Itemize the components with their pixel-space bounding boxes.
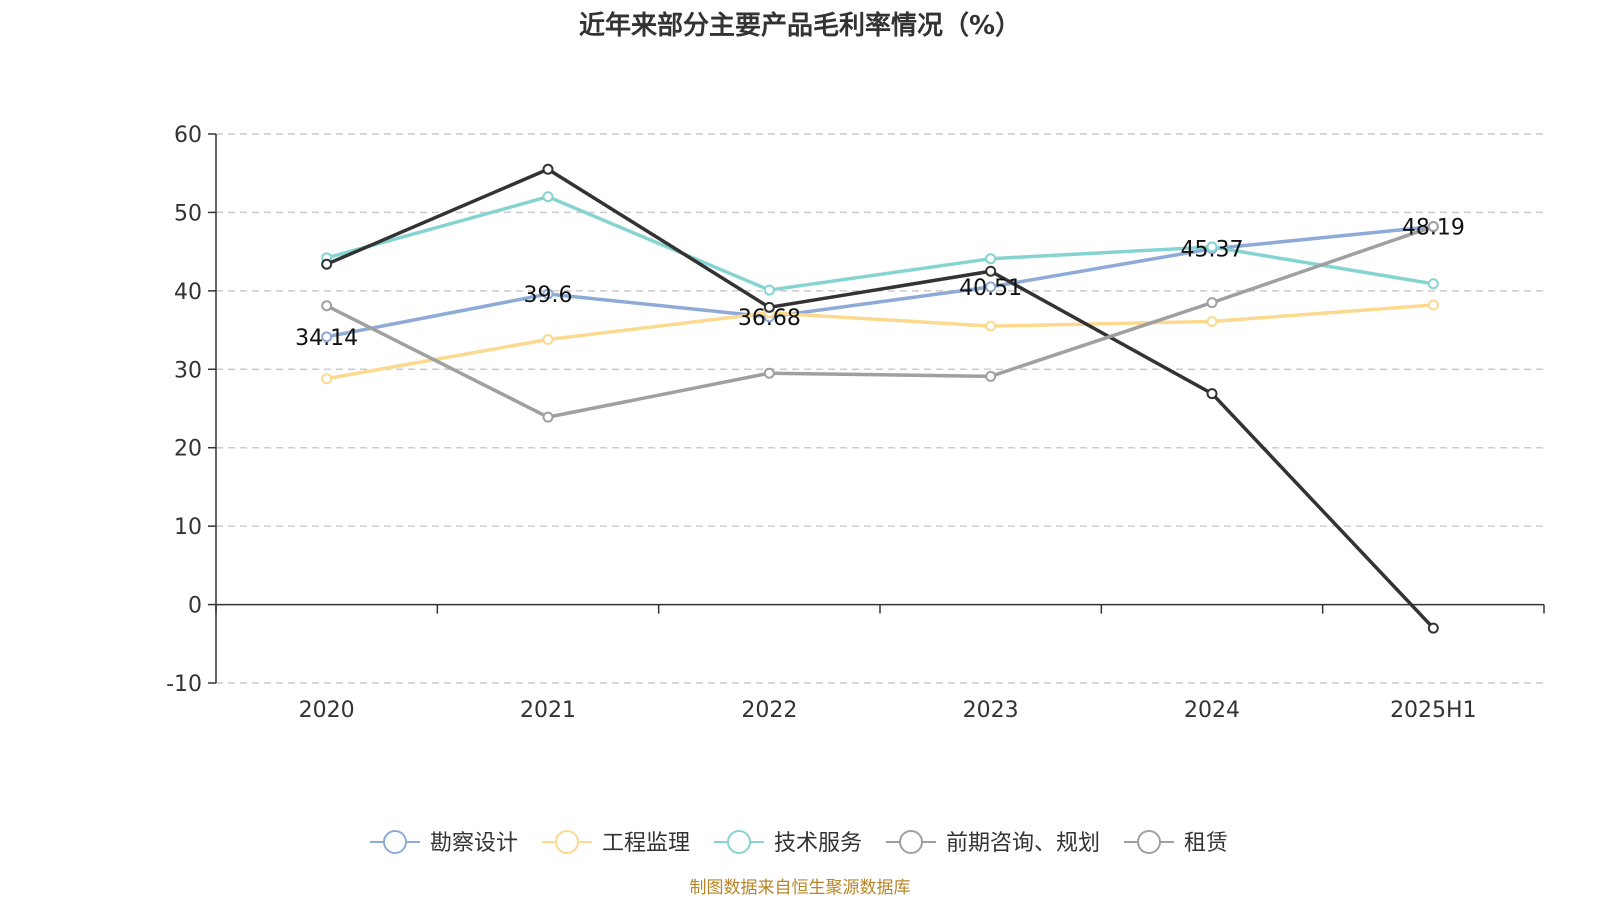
series-line-5	[325, 224, 1434, 419]
data-point	[542, 191, 554, 203]
data-point	[1206, 315, 1218, 327]
y-tick-label: 0	[188, 594, 202, 619]
x-axis-ticks: 2020 2021 2022 2023 2024 2025H1	[299, 698, 1477, 723]
data-point	[985, 253, 997, 265]
source-note: 制图数据来自恒生聚源数据库	[690, 878, 911, 898]
series-line-1	[326, 224, 1434, 339]
y-tick-label: 60	[174, 123, 202, 148]
data-point	[321, 300, 333, 312]
legend: 勘察设计 工程监理 技术服务 前期咨询、规划 租赁	[370, 830, 1228, 856]
y-tick-label: 30	[174, 358, 202, 383]
y-tick-label: 40	[174, 280, 202, 305]
y-tick-label: 50	[174, 201, 202, 226]
data-point	[321, 373, 333, 385]
axes	[215, 134, 1545, 683]
x-tick-label: 2020	[299, 698, 355, 723]
grid-lines	[216, 133, 1544, 684]
data-point	[763, 301, 775, 313]
legend-label: 勘察设计	[430, 831, 518, 856]
chart-title: 近年来部分主要产品毛利率情况（%）	[579, 10, 1021, 41]
series-line-3	[326, 194, 1434, 292]
legend-label: 前期咨询、规划	[946, 831, 1100, 856]
data-point	[985, 265, 997, 277]
data-point	[1206, 241, 1218, 253]
data-point	[1427, 221, 1439, 233]
y-axis-ticks: -10 0 10 20 30 40 50 60	[166, 123, 216, 697]
data-labels: 34.14 39.6 36.68 40.51 45.37 48.19	[295, 216, 1465, 351]
series-line-2	[326, 303, 1434, 381]
data-point	[763, 367, 775, 379]
legend-label: 工程监理	[602, 831, 690, 856]
data-label: 48.19	[1402, 216, 1465, 241]
data-point	[763, 284, 775, 296]
x-tick-label: 2024	[1184, 698, 1240, 723]
data-point	[321, 258, 333, 270]
data-point	[1427, 278, 1439, 290]
data-label: 45.37	[1181, 238, 1244, 263]
data-label: 34.14	[295, 326, 358, 351]
data-point	[985, 370, 997, 382]
legend-swatch-circle	[727, 830, 751, 854]
data-point	[985, 320, 997, 332]
legend-swatch-circle	[1137, 830, 1161, 854]
y-tick-label: -10	[166, 672, 202, 697]
x-tick-label: 2022	[741, 698, 797, 723]
series-lines	[321, 163, 1439, 634]
data-label: 39.6	[524, 283, 573, 308]
data-point	[1206, 388, 1218, 400]
y-tick-label: 10	[174, 515, 202, 540]
legend-label: 技术服务	[774, 831, 862, 856]
data-point	[321, 331, 333, 343]
legend-swatch-circle	[899, 830, 923, 854]
x-tick-label: 2023	[963, 698, 1019, 723]
data-point	[985, 281, 997, 293]
data-point	[542, 163, 554, 175]
x-tick-label: 2025H1	[1390, 698, 1477, 723]
y-tick-label: 20	[174, 437, 202, 462]
legend-label: 租赁	[1184, 831, 1228, 856]
data-point	[1427, 299, 1439, 311]
data-point	[542, 333, 554, 345]
data-point	[542, 411, 554, 423]
data-point	[1206, 297, 1218, 309]
x-tick-label: 2021	[520, 698, 576, 723]
data-point	[1427, 622, 1439, 634]
series-line-4	[325, 167, 1435, 630]
data-label: 36.68	[738, 306, 801, 331]
legend-swatch-circle	[383, 830, 407, 854]
data-label: 40.51	[959, 276, 1022, 301]
data-point	[542, 288, 554, 300]
legend-swatch-circle	[555, 830, 579, 854]
